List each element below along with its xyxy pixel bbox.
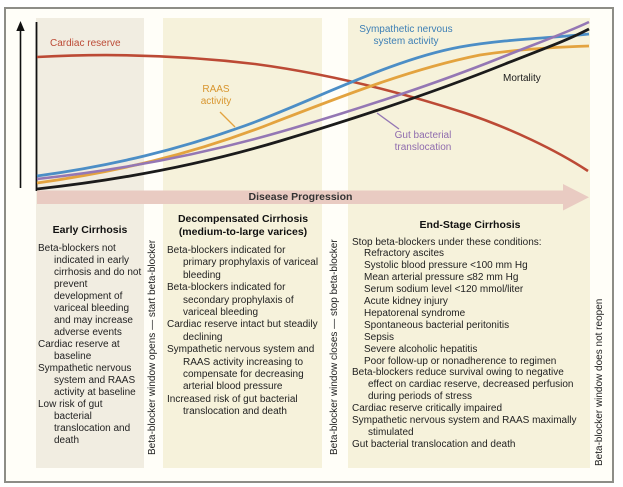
panel-item: Systolic blood pressure <100 mm Hg bbox=[364, 260, 528, 272]
panel-item: Low risk of gut bacterial translocation … bbox=[38, 398, 131, 446]
curve-mortality bbox=[36, 27, 590, 191]
beta-blocker-window-opens-label: Beta-blocker window opens — start beta-b… bbox=[147, 239, 158, 455]
curve-sympathetic bbox=[36, 32, 590, 178]
panel-item: Cardiac reserve critically impaired bbox=[352, 403, 503, 415]
panel-item: Sympathetic nervous system and RAAS acti… bbox=[167, 344, 315, 393]
cardiac-reserve-label: Cardiac reserve bbox=[50, 38, 121, 49]
panel-title: End-Stage Cirrhosis bbox=[419, 219, 521, 231]
panel-item: Mean arterial pressure ≤82 mm Hg bbox=[364, 272, 519, 284]
panel-item: Beta-blockers not indicated in early cir… bbox=[38, 242, 142, 338]
raas-activity-label: RAAS activity bbox=[200, 84, 232, 107]
stage-column-decompensated-cirrhosis bbox=[163, 18, 322, 468]
panel-item: Beta-blockers reduce survival owing to n… bbox=[352, 367, 574, 403]
panel-items: Beta-blockers not indicated in early cir… bbox=[38, 243, 142, 447]
beta-blocker-window-closes-label: Beta-blocker window closes — stop beta-b… bbox=[329, 239, 340, 455]
panel-item: Beta-blockers indicated for primary prop… bbox=[167, 245, 319, 281]
panel-item: Increased risk of gut bacterial transloc… bbox=[167, 393, 298, 418]
panel-item: Cardiac reserve at baseline bbox=[38, 338, 120, 362]
gut-translocation-label: Gut bacterial translocation bbox=[394, 130, 452, 153]
panel-subtitle: (medium-to-large varices) bbox=[178, 225, 308, 238]
curve-gut-translocation bbox=[36, 20, 590, 181]
panel-item: Cardiac reserve intact but steadily decl… bbox=[167, 319, 318, 343]
panel-item: Severe alcoholic hepatitis bbox=[364, 343, 478, 355]
panel-item: Refractory ascites bbox=[364, 248, 445, 260]
panel-end-stage-cirrhosis: End-Stage Cirrhosis Stop beta-blockers u… bbox=[352, 219, 588, 451]
panel-title: Early Cirrhosis bbox=[52, 224, 128, 236]
panel-title: Decompensated Cirrhosis bbox=[177, 213, 309, 225]
panel-item: Serum sodium level <120 mmol/liter bbox=[364, 284, 524, 296]
curve-cardiac-reserve bbox=[36, 53, 589, 173]
panel-items: Stop beta-blockers under these condition… bbox=[352, 237, 588, 451]
panel-decompensated-cirrhosis: Decompensated Cirrhosis (medium-to-large… bbox=[167, 213, 319, 419]
panel-item: Stop beta-blockers under these condition… bbox=[352, 236, 542, 248]
stage-column-end-stage-cirrhosis bbox=[348, 18, 590, 468]
panel-item: Poor follow-up or nonadherence to regime… bbox=[364, 355, 557, 367]
sympathetic-activity-label: Sympathetic nervous system activity bbox=[359, 24, 453, 47]
panel-item: Acute kidney injury bbox=[364, 296, 448, 308]
panel-item: Sympathetic nervous system and RAAS acti… bbox=[38, 362, 136, 398]
disease-progression-label: Disease Progression bbox=[248, 191, 353, 203]
panel-items: Beta-blockers indicated for primary prop… bbox=[167, 245, 319, 419]
panel-item: Sepsis bbox=[364, 331, 395, 343]
panel-item: Beta-blockers indicated for secondary pr… bbox=[167, 282, 294, 319]
panel-item: Sympathetic nervous system and RAAS maxi… bbox=[352, 415, 577, 438]
panel-item: Gut bacterial translocation and death bbox=[352, 438, 516, 450]
raas-label-pointer bbox=[219, 111, 236, 128]
panel-item: Hepatorenal syndrome bbox=[364, 307, 466, 319]
disease-progression-arrow bbox=[37, 184, 589, 211]
mortality-label: Mortality bbox=[503, 73, 541, 84]
panel-early-cirrhosis: Early Cirrhosis Beta-blockers not indica… bbox=[38, 224, 142, 447]
panel-item: Spontaneous bacterial peritonitis bbox=[364, 319, 510, 331]
stage-column-early-cirrhosis bbox=[36, 18, 144, 468]
gut-label-pointer bbox=[376, 112, 400, 130]
y-axis-arrow bbox=[16, 21, 25, 188]
beta-blocker-window-no-reopen-label: Beta-blocker window does not reopen bbox=[594, 298, 605, 466]
